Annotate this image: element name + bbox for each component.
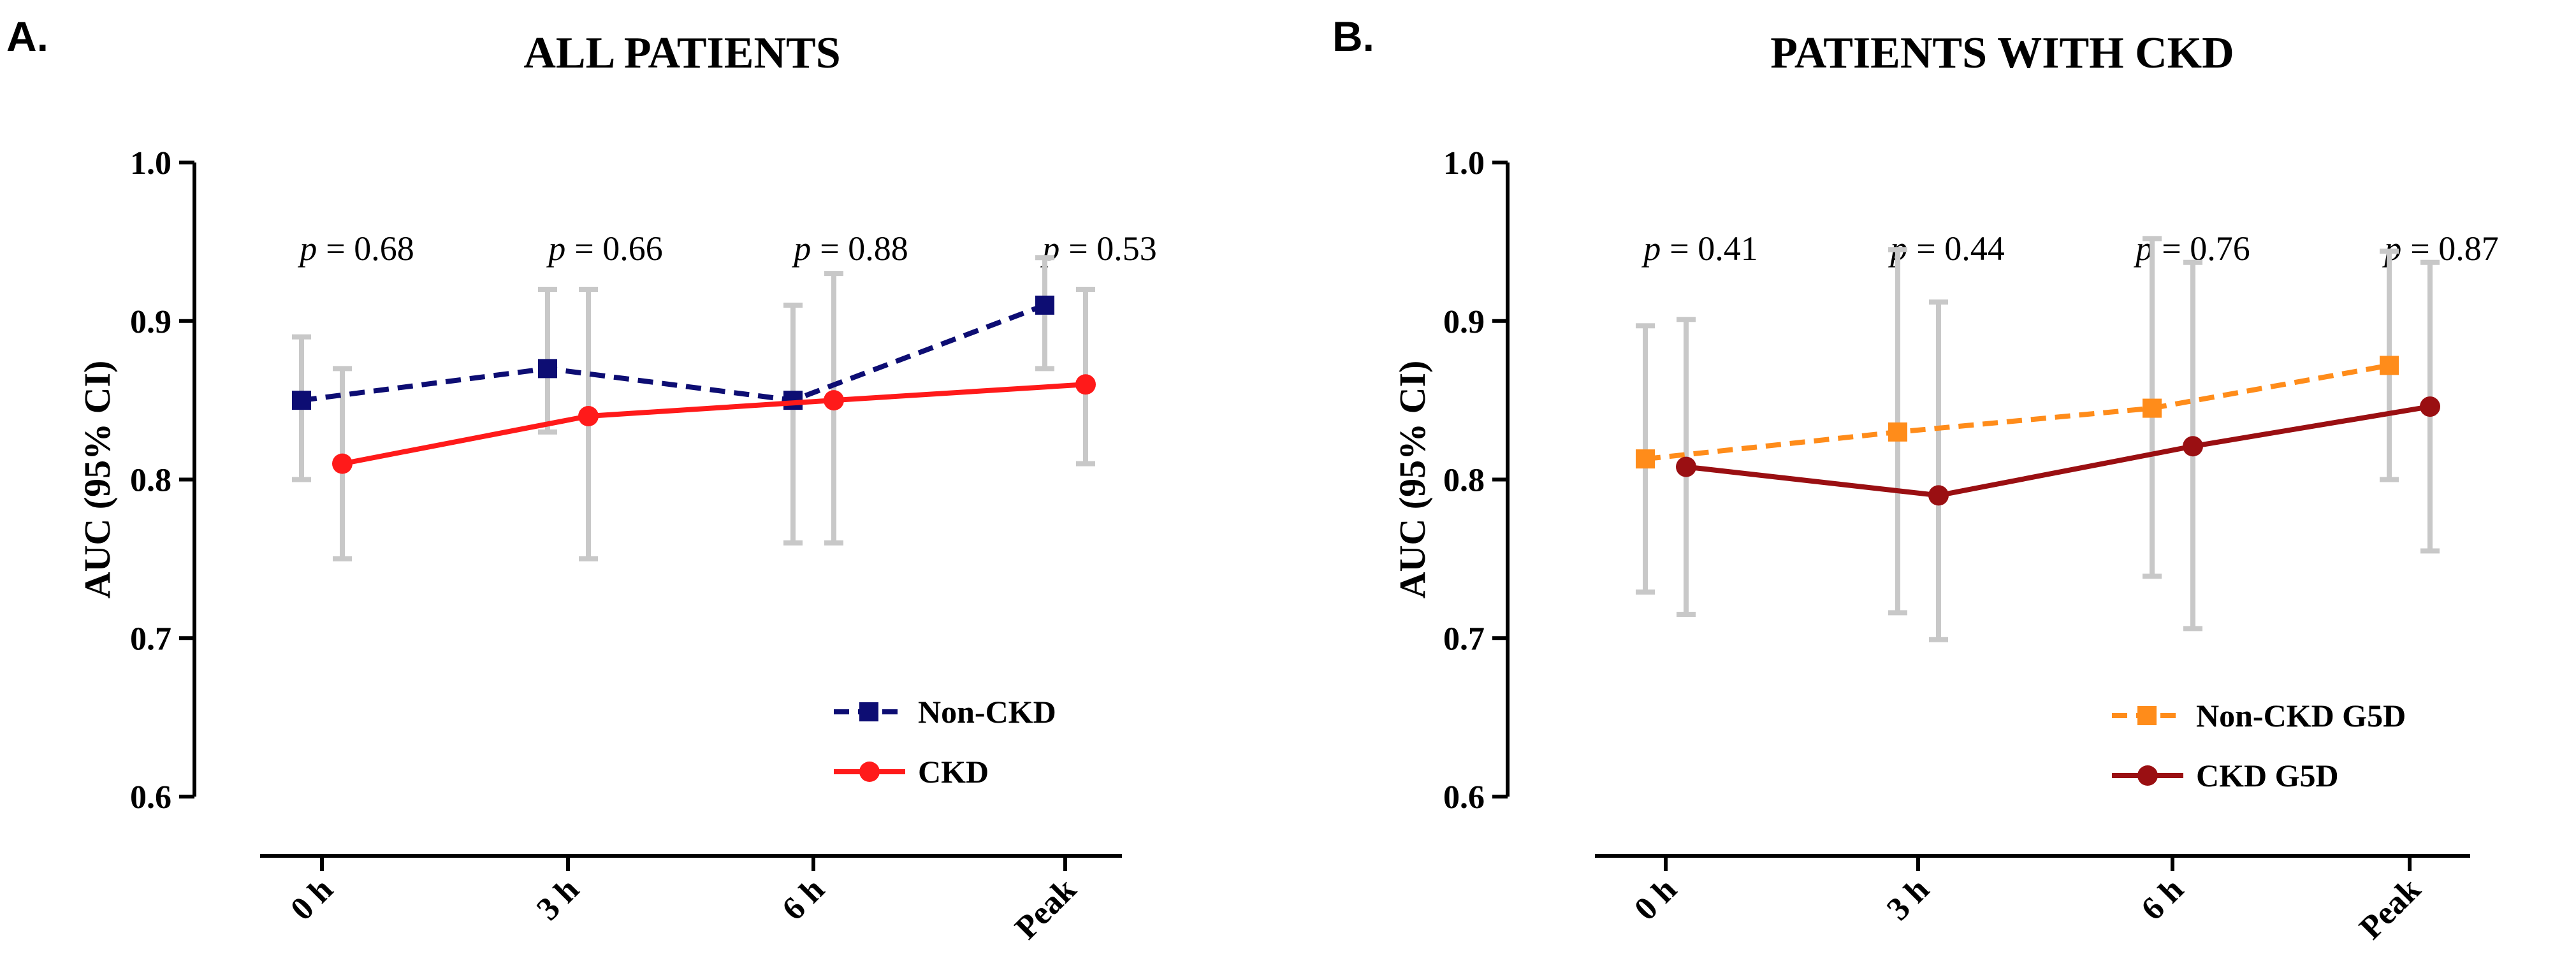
data-point	[1928, 485, 1949, 506]
p-value-number: = 0.53	[1068, 229, 1156, 268]
legend-marker	[859, 702, 878, 721]
data-point	[1636, 449, 1655, 469]
y-tick-label: 0.9	[1443, 304, 1485, 340]
x-tick-label: 3 h	[530, 871, 586, 927]
data-point	[824, 390, 844, 411]
data-point	[2380, 356, 2399, 375]
p-symbol: p	[1641, 229, 1661, 268]
legend-marker	[2137, 706, 2157, 725]
data-point	[332, 453, 353, 474]
data-point	[292, 391, 311, 410]
x-tick-label: 0 h	[1627, 871, 1684, 927]
y-tick-label: 0.7	[130, 621, 171, 657]
x-tick-label: 0 h	[284, 871, 340, 927]
y-tick-label: 1.0	[130, 145, 171, 182]
y-tick-label: 0.9	[130, 304, 171, 340]
p-value-number: = 0.76	[2162, 229, 2250, 268]
series-line	[1645, 363, 2390, 462]
y-tick-label: 0.6	[130, 779, 171, 816]
series-line	[342, 382, 1086, 466]
p-symbol: p	[546, 229, 565, 268]
x-tick-label: 6 h	[2134, 871, 2190, 927]
legend-label: CKD	[918, 754, 989, 790]
p-value-number: = 0.66	[574, 229, 662, 268]
data-point	[2420, 396, 2440, 417]
data-point	[1075, 374, 1096, 395]
y-tick-label: 1.0	[1443, 145, 1485, 182]
p-value-label: p = 0.44	[1888, 229, 2004, 268]
data-point	[2183, 436, 2203, 457]
legend-label: Non-CKD	[918, 694, 1056, 730]
x-tick-label: 6 h	[775, 871, 831, 927]
chart-title: PATIENTS WITH CKD	[1770, 29, 2234, 78]
p-value-label: p = 0.41	[1641, 229, 1757, 268]
y-tick-label: 0.6	[1443, 779, 1485, 816]
p-value-number: = 0.68	[326, 229, 414, 268]
data-point	[1035, 295, 1054, 315]
y-axis-title: AUC (95% CI)	[76, 361, 118, 599]
y-tick-label: 0.8	[130, 463, 171, 499]
legend-marker	[859, 762, 880, 782]
data-point	[1888, 422, 1907, 442]
data-point	[578, 406, 599, 426]
legend-label: Non-CKD G5D	[2196, 698, 2406, 733]
chart-panel-2: B. PATIENTS WITH CKD 0.6 0.7 0.8 0.9 1.0 AUC (9…	[1332, 13, 2499, 946]
y-axis-title: AUC (95% CI)	[1392, 361, 1433, 599]
chart-panel-1: A. ALL PATIENTS 0.6 0.7 0.8 0.9 1.0 AUC (95% CI…	[6, 13, 1157, 946]
p-value-number: = 0.41	[1670, 229, 1757, 268]
chart-title: ALL PATIENTS	[523, 29, 840, 78]
p-value-label: p = 0.68	[297, 229, 414, 268]
data-point	[538, 359, 557, 379]
p-value-label: p = 0.53	[1040, 229, 1156, 268]
y-tick-label: 0.7	[1443, 621, 1485, 657]
p-value-label: p = 0.66	[546, 229, 662, 268]
series-line	[301, 303, 1046, 403]
data-point	[1676, 456, 1696, 477]
data-point	[2143, 398, 2162, 418]
series-line	[1685, 404, 2431, 498]
panel-label: B.	[1332, 13, 1374, 60]
p-symbol: p	[297, 229, 317, 268]
p-symbol: p	[791, 229, 811, 268]
legend-marker	[2137, 765, 2158, 786]
x-tick-label: Peak	[2353, 871, 2428, 946]
x-tick-label: Peak	[1008, 871, 1084, 946]
panel-label: A.	[6, 13, 48, 60]
legend-label: CKD G5D	[2196, 758, 2339, 793]
p-value-label: p = 0.76	[2133, 229, 2250, 268]
p-value-label: p = 0.87	[2382, 229, 2498, 268]
x-tick-label: 3 h	[1880, 871, 1936, 927]
y-tick-label: 0.8	[1443, 463, 1485, 499]
p-value-number: = 0.88	[820, 229, 908, 268]
p-value-label: p = 0.88	[791, 229, 908, 268]
p-value-number: = 0.44	[1916, 229, 2004, 268]
